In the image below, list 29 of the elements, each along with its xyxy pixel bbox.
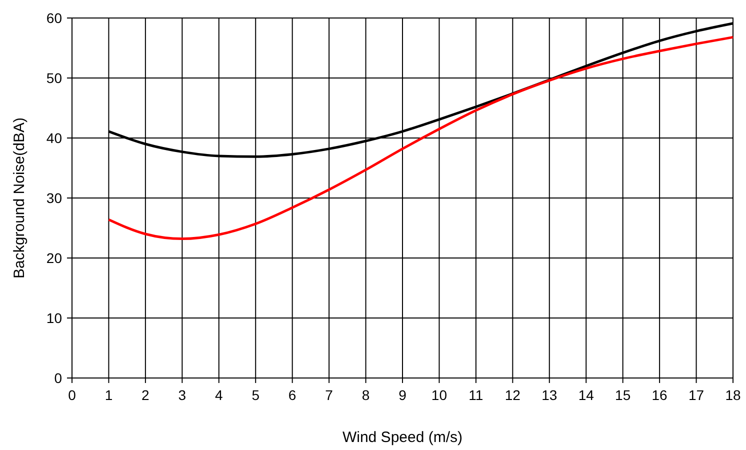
x-tick-label: 2: [142, 387, 150, 403]
y-tick-label: 60: [46, 10, 62, 26]
y-tick-label: 20: [46, 250, 62, 266]
y-tick-label: 40: [46, 130, 62, 146]
x-tick-label: 5: [252, 387, 260, 403]
x-tick-label: 13: [542, 387, 558, 403]
x-tick-label: 12: [504, 387, 521, 403]
x-tick-label: 4: [214, 387, 223, 403]
x-tick-label: 17: [688, 387, 704, 403]
x-tick-label: 8: [362, 387, 370, 403]
x-tick-label: 15: [615, 387, 631, 403]
y-tick-label: 50: [46, 70, 62, 86]
y-tick-label: 10: [46, 310, 62, 326]
x-tick-label: 3: [178, 387, 186, 403]
y-tick-label: 30: [46, 190, 62, 206]
line-series: [107, 36, 734, 240]
x-tick-label: 14: [578, 387, 594, 403]
x-tick-label: 9: [398, 387, 407, 403]
x-tick-label: 7: [325, 387, 334, 403]
x-axis-title: Wind Speed (m/s): [342, 429, 463, 446]
x-tick-label: 10: [431, 387, 448, 403]
x-tick-label: 1: [104, 387, 113, 403]
x-tick-label: 11: [468, 387, 484, 403]
y-axis-title: Background Noise(dBA): [11, 118, 28, 278]
x-tick-label: 0: [68, 387, 76, 403]
x-tick-label: 18: [725, 387, 741, 403]
x-tick-label: 16: [652, 387, 668, 403]
y-tick-label: 0: [54, 370, 62, 386]
x-tick-label: 6: [288, 387, 296, 403]
